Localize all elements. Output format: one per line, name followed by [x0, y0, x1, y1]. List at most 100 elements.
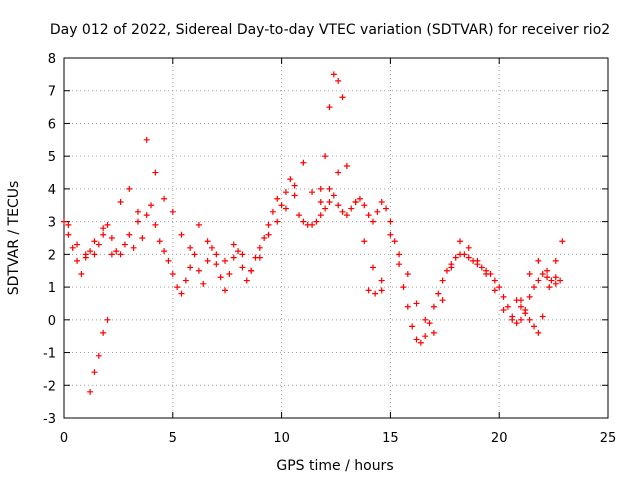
data-point	[335, 202, 342, 209]
data-point	[365, 287, 372, 294]
data-point	[348, 205, 355, 212]
data-point	[413, 300, 420, 307]
data-point	[126, 185, 133, 192]
data-point	[100, 329, 107, 336]
data-point	[235, 248, 242, 255]
data-point	[313, 218, 320, 225]
data-point	[504, 303, 511, 310]
data-point	[383, 205, 390, 212]
data-point	[82, 251, 89, 258]
data-point	[552, 274, 559, 281]
data-point	[430, 303, 437, 310]
data-point	[396, 251, 403, 258]
data-point	[117, 199, 124, 205]
data-point	[230, 241, 237, 248]
y-tick-label: -3	[43, 412, 56, 427]
data-point	[559, 238, 566, 245]
data-point	[548, 277, 555, 284]
plot-frame	[63, 57, 609, 419]
data-point	[243, 277, 250, 284]
data-point	[95, 352, 102, 359]
data-point	[443, 267, 450, 274]
data-point	[535, 329, 542, 336]
data-point	[161, 248, 168, 255]
data-point	[396, 261, 403, 268]
data-point	[378, 287, 385, 294]
data-point	[422, 333, 429, 340]
data-point	[546, 284, 553, 291]
data-point	[374, 208, 381, 215]
y-tick-label: 2	[48, 248, 56, 263]
data-point	[526, 271, 533, 277]
data-point	[261, 235, 268, 241]
series-early-dip	[87, 316, 111, 395]
data-point	[282, 205, 289, 212]
data-point	[457, 238, 464, 245]
data-point	[335, 77, 342, 84]
data-point	[78, 271, 85, 277]
y-tick-label: 5	[48, 150, 56, 165]
data-point	[169, 271, 176, 277]
y-tick-label: 7	[48, 85, 56, 100]
y-tick-label: 4	[48, 183, 56, 198]
data-point	[335, 169, 342, 176]
data-point	[526, 293, 533, 300]
data-point	[491, 287, 498, 294]
data-point	[491, 277, 498, 284]
data-point	[291, 192, 298, 199]
data-point	[343, 163, 350, 169]
data-point	[213, 251, 220, 258]
series-evening	[513, 238, 566, 336]
data-point	[178, 231, 185, 238]
data-point	[74, 241, 81, 248]
x-tick-label: 5	[169, 431, 177, 446]
data-point	[300, 159, 307, 166]
data-point	[330, 192, 337, 199]
data-point	[326, 185, 333, 192]
data-point	[352, 199, 359, 205]
data-point	[130, 244, 137, 251]
data-point	[248, 267, 255, 274]
data-point	[439, 297, 446, 304]
data-point	[378, 277, 385, 284]
data-point	[526, 316, 533, 323]
data-point	[361, 238, 368, 245]
y-tick-label: 6	[48, 117, 56, 132]
data-point	[91, 369, 98, 376]
data-point	[161, 195, 168, 202]
data-point	[452, 254, 459, 261]
data-point	[500, 293, 507, 300]
data-point	[195, 221, 202, 228]
data-point	[413, 336, 420, 343]
data-point	[448, 264, 455, 271]
data-point	[65, 231, 72, 238]
y-tick-label: 8	[48, 52, 56, 67]
data-point	[531, 323, 538, 330]
y-tick-label: 0	[48, 314, 56, 329]
data-point	[87, 248, 94, 255]
data-point	[152, 169, 159, 176]
data-point	[478, 264, 485, 271]
data-point	[182, 277, 189, 284]
data-point	[287, 176, 294, 183]
data-point	[322, 153, 329, 160]
data-point	[513, 297, 520, 304]
data-point	[134, 218, 141, 225]
data-point	[217, 274, 224, 281]
data-point	[256, 254, 263, 261]
data-point	[365, 212, 372, 219]
data-point	[226, 271, 233, 277]
data-point	[439, 277, 446, 284]
data-point	[369, 264, 376, 271]
data-point	[544, 267, 551, 274]
data-series	[61, 71, 566, 395]
data-point	[461, 251, 468, 258]
data-point	[204, 257, 211, 264]
data-point	[65, 221, 72, 228]
data-point	[483, 271, 490, 277]
data-point	[430, 329, 437, 336]
x-tick-label: 10	[273, 431, 290, 446]
data-point	[339, 208, 346, 215]
data-point	[265, 221, 272, 228]
data-point	[74, 257, 81, 264]
